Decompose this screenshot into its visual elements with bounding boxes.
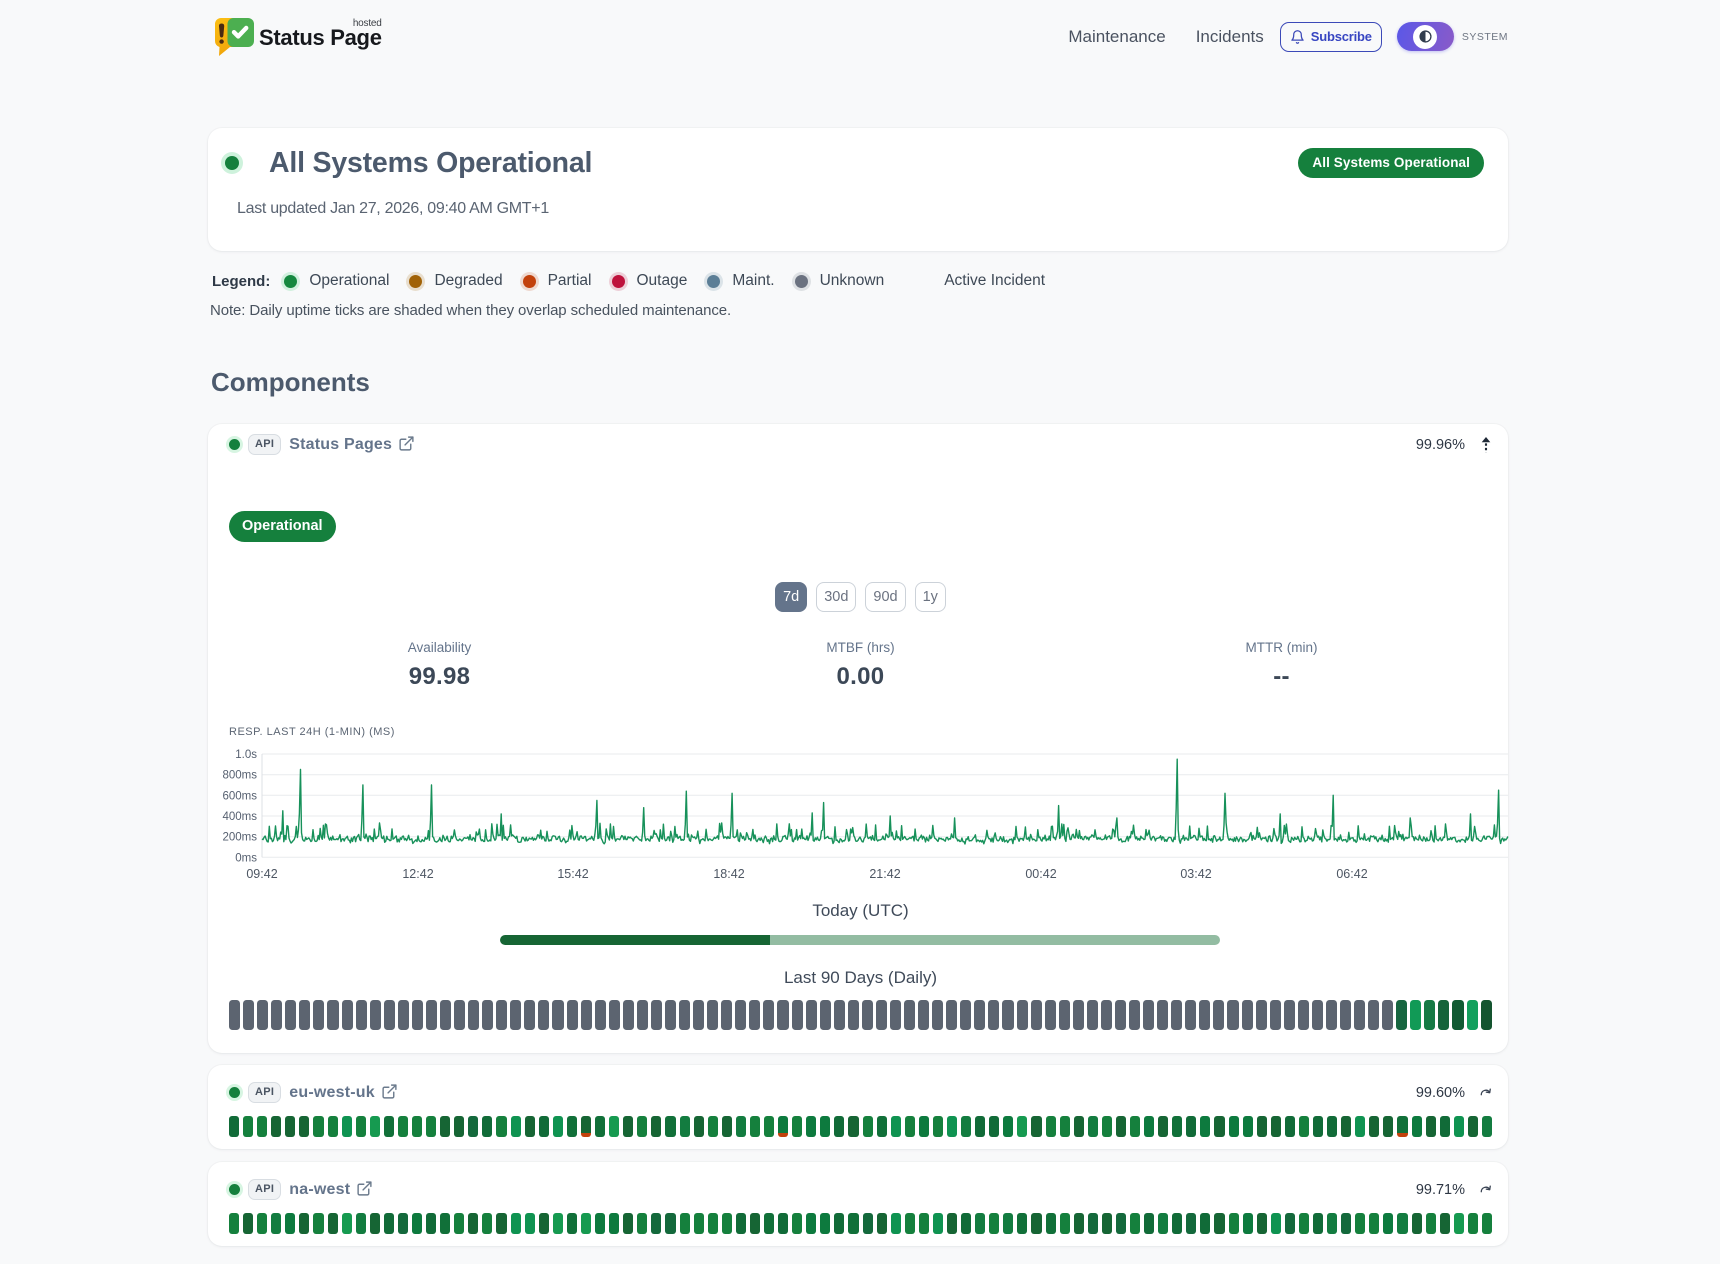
- svg-text:18:42: 18:42: [713, 867, 744, 881]
- svg-text:12:42: 12:42: [402, 867, 433, 881]
- svg-text:800ms: 800ms: [222, 770, 257, 782]
- svg-text:600ms: 600ms: [222, 790, 257, 802]
- svg-text:0ms: 0ms: [235, 852, 257, 864]
- svg-text:06:42: 06:42: [1336, 867, 1367, 881]
- svg-text:00:42: 00:42: [1025, 867, 1056, 881]
- svg-text:21:42: 21:42: [869, 867, 900, 881]
- svg-text:03:42: 03:42: [1180, 867, 1211, 881]
- svg-text:1.0s: 1.0s: [235, 749, 257, 761]
- svg-text:400ms: 400ms: [222, 811, 257, 823]
- svg-text:200ms: 200ms: [222, 832, 257, 844]
- svg-text:15:42: 15:42: [557, 867, 588, 881]
- svg-text:09:42: 09:42: [246, 867, 277, 881]
